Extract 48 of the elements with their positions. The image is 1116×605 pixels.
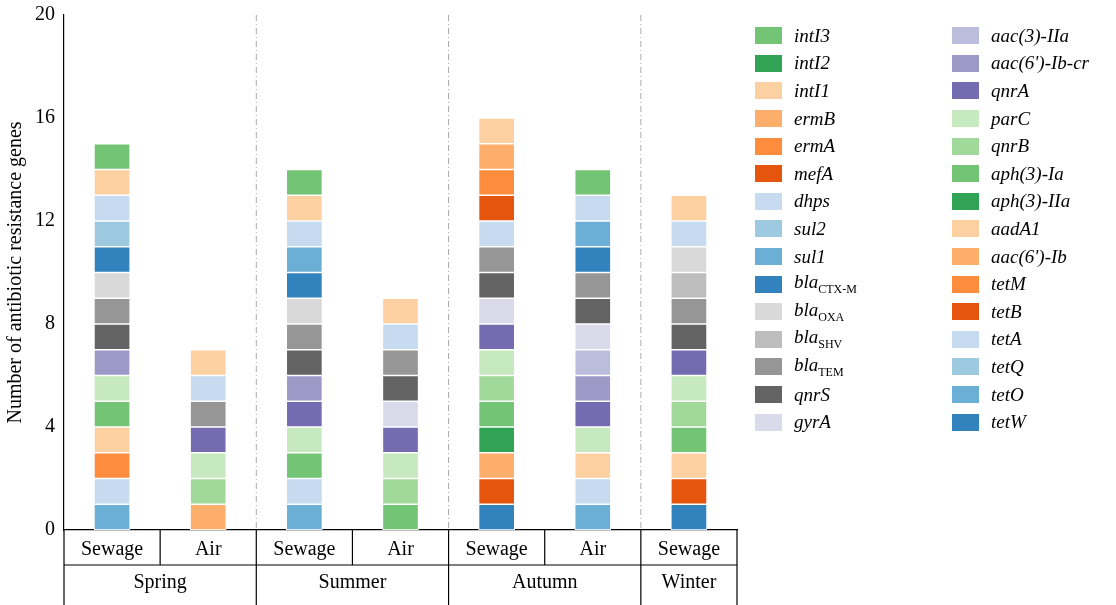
legend-label: bla$_{OXA}$: [794, 298, 845, 325]
legend-label: intI2: [794, 52, 830, 75]
legend-label: aph(3)-IIa: [991, 190, 1071, 213]
legend-label: intI3: [794, 24, 830, 47]
legend-label: aac(6')-Ib: [991, 245, 1067, 268]
legend-label: aph(3)-Ia: [991, 162, 1064, 185]
y-tick-label: 0: [45, 517, 55, 540]
legend-label: bla$_{SHV}$: [794, 326, 843, 353]
legend-label: aac(6')-Ib-cr: [991, 52, 1089, 75]
legend-label: tetB: [991, 300, 1022, 323]
legend-label: aadA1: [991, 217, 1041, 240]
legend-label: bla$_{CTX-M}$: [794, 271, 857, 298]
y-tick-label: 12: [35, 208, 55, 231]
text: Summer: [318, 570, 387, 593]
legend-label: tetO: [991, 383, 1024, 406]
legend-label: ermB: [794, 107, 836, 130]
legend-label: parC: [991, 107, 1031, 130]
legend-label: qnrS: [794, 383, 830, 406]
y-tick-label: 4: [45, 414, 55, 437]
x-tick-label: Sewage: [465, 537, 528, 561]
legend-label: intI1: [794, 79, 830, 102]
legend-label: tetQ: [991, 355, 1024, 378]
legend-label: dhps: [794, 190, 830, 213]
legend-label: ermA: [794, 135, 836, 158]
x-tick-label: Air: [387, 537, 415, 560]
y-tick-label: 20: [35, 2, 55, 25]
legend-label: qnrA: [991, 79, 1029, 102]
legend-label: sul1: [794, 245, 826, 268]
legend-label: tetW: [991, 411, 1026, 434]
legend-label: qnrB: [991, 135, 1029, 158]
y-tick-label: 16: [35, 105, 55, 128]
x-tick-label: Sewage: [657, 537, 721, 561]
y-tick-label: 8: [45, 311, 55, 334]
legend-label: bla$_{TEM}$: [794, 354, 844, 380]
legend-label: tetA: [991, 328, 1022, 351]
legend-label: mefA: [794, 162, 834, 185]
legend-label: sul2: [794, 217, 826, 240]
x-tick-label: Air: [579, 537, 607, 560]
text: Autumn: [511, 570, 578, 593]
x-tick-label: Sewage: [273, 537, 336, 561]
x-tick-label: Air: [194, 537, 222, 560]
text: Spring: [133, 570, 187, 594]
legend-label: aac(3)-IIa: [991, 24, 1070, 47]
x-tick-label: Sewage: [80, 537, 144, 561]
text: Winter: [661, 570, 717, 593]
y-axis-title: Number of antibiotic resistance genes: [3, 121, 27, 424]
legend-label: tetM: [991, 273, 1026, 296]
legend-label: gyrA: [794, 411, 831, 434]
